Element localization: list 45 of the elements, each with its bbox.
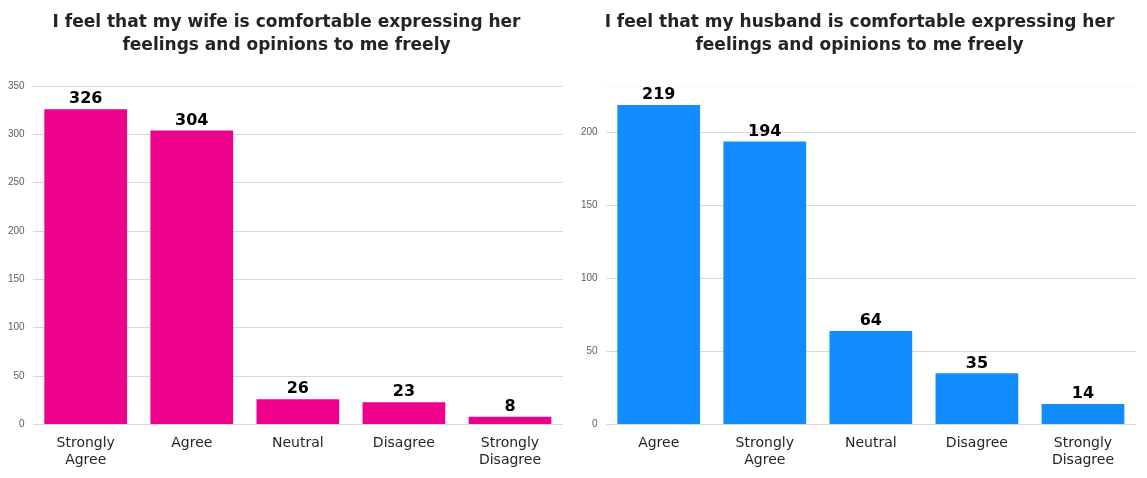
- x-tick-label: Disagree: [372, 434, 435, 451]
- bar: [150, 130, 234, 424]
- data-label: 64: [859, 310, 882, 330]
- x-tick-label: Neutral: [272, 434, 324, 451]
- data-label: 14: [1071, 383, 1095, 403]
- y-tick-label: 200: [8, 224, 26, 236]
- bar: [723, 141, 807, 424]
- y-tick-label: 150: [8, 273, 26, 285]
- y-tick-label: 0: [19, 418, 26, 430]
- chart-title: I feel that my husband is comfortable expressing her feelings and opinions to me freely: [603, 10, 1116, 56]
- bar: [44, 109, 128, 424]
- x-tick-label: Strongly Agree: [56, 434, 115, 468]
- x-tick-label: Agree: [171, 434, 213, 451]
- y-tick-label: 50: [586, 345, 599, 357]
- x-tick-label: Neutral: [845, 434, 897, 451]
- bar: [362, 402, 446, 424]
- data-label: 26: [286, 378, 309, 398]
- y-tick-label: 250: [8, 176, 26, 188]
- y-tick-label: 50: [13, 369, 26, 381]
- data-label: 304: [175, 109, 209, 129]
- data-label: 326: [69, 88, 103, 108]
- data-label: 23: [392, 381, 416, 401]
- y-tick-label: 100: [8, 321, 26, 333]
- data-label: 35: [965, 352, 989, 372]
- y-tick-label: 150: [581, 199, 599, 211]
- bar: [256, 399, 340, 424]
- bar: [1041, 403, 1125, 424]
- data-label: 8: [504, 395, 516, 415]
- y-tick-label: 200: [581, 126, 599, 138]
- y-tick-label: 300: [8, 128, 26, 140]
- data-label: 219: [642, 84, 676, 104]
- y-tick-label: 0: [592, 418, 599, 430]
- bar: [468, 416, 552, 424]
- bar: [617, 104, 701, 424]
- x-tick-label: Disagree: [945, 434, 1008, 451]
- bar: [935, 373, 1019, 424]
- chart-title: I feel that my wife is comfortable expressing her feelings and opinions to me freely: [51, 10, 522, 56]
- x-tick-label: Agree: [638, 434, 680, 451]
- x-tick-label: Strongly Disagree: [1051, 434, 1115, 468]
- data-label: 194: [748, 120, 782, 140]
- y-tick-label: 350: [8, 79, 26, 91]
- y-tick-label: 100: [581, 272, 599, 284]
- bar: [829, 331, 913, 424]
- x-tick-label: Strongly Disagree: [478, 434, 542, 468]
- x-tick-label: Strongly Agree: [735, 434, 794, 468]
